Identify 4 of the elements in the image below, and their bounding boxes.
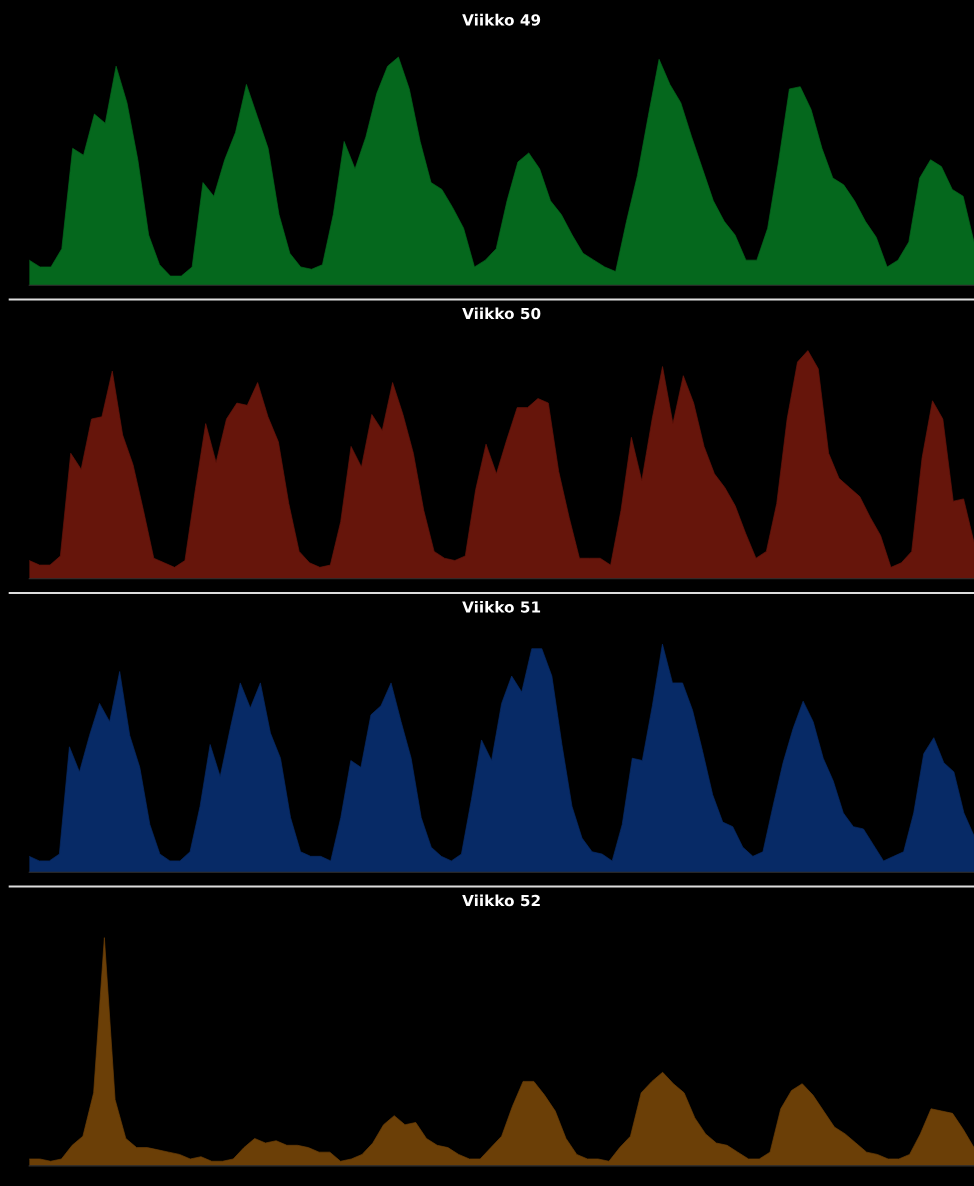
chart-title: Viikko 49: [462, 13, 541, 26]
chart-title: Viikko 50: [462, 307, 541, 320]
chart-title: Viikko 51: [462, 600, 541, 613]
chart-title: Viikko 52: [462, 894, 540, 907]
